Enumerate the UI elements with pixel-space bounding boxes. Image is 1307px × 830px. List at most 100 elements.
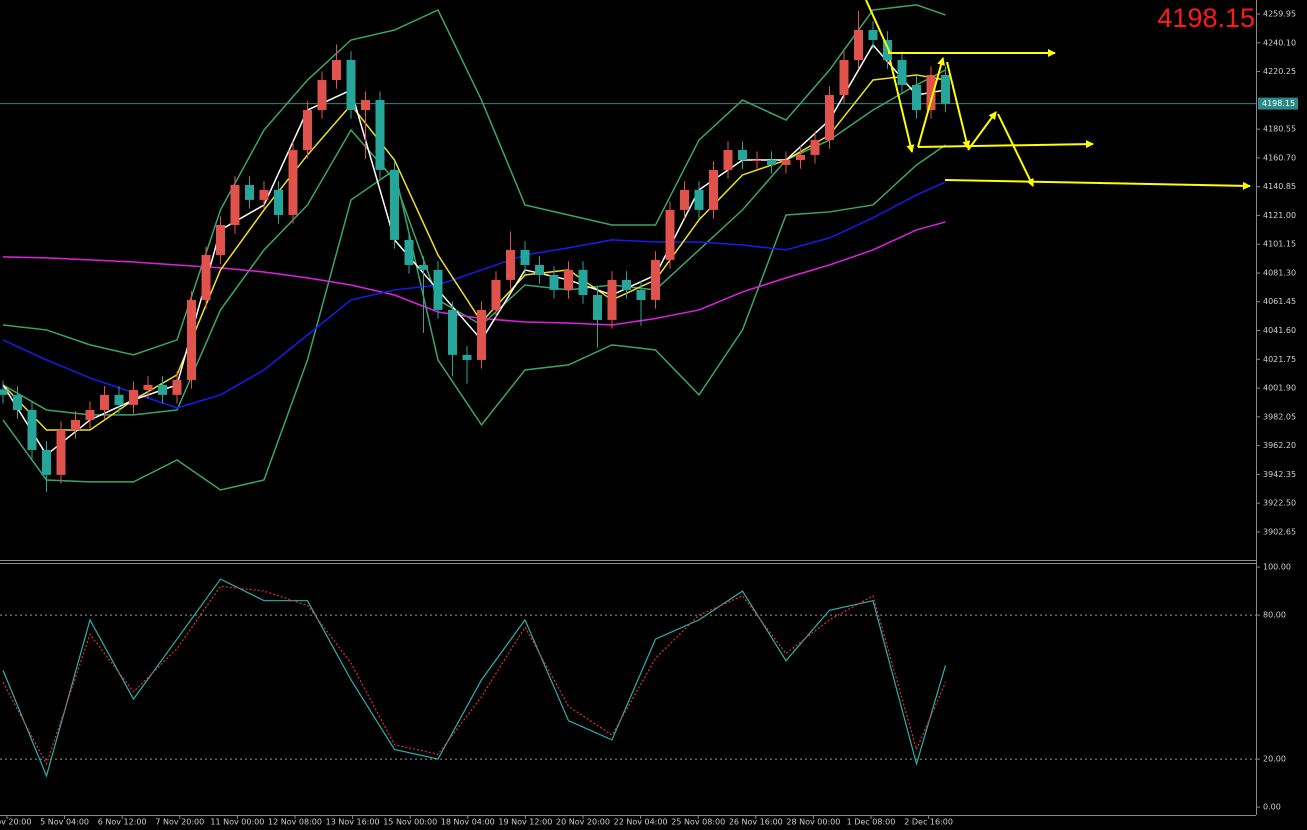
x-tick-label: 4 Nov 20:00 <box>0 818 31 827</box>
arrow <box>944 179 1251 190</box>
candle-body <box>549 274 559 290</box>
candle-body <box>723 150 733 170</box>
candle-body <box>636 289 646 300</box>
candle-body <box>477 309 486 360</box>
candle-body <box>100 394 109 410</box>
arrow <box>917 140 1094 149</box>
candle-body <box>535 264 544 275</box>
x-tick-label: 25 Nov 08:00 <box>671 818 725 827</box>
axes: 4259.95 4240.10 4220.25 4180.55 4160.70 4140.… <box>0 9 1298 827</box>
x-tick-label: 5 Nov 04:00 <box>40 818 89 827</box>
y-tick-label: 4121.00 <box>1263 211 1296 220</box>
candle-body <box>56 429 66 475</box>
candle-body <box>13 394 22 410</box>
x-tick-label: 11 Nov 00:00 <box>210 818 264 827</box>
x-tick-label: 2 Dec 16:00 <box>904 818 953 827</box>
y-tick-label: 4021.75 <box>1263 355 1296 364</box>
candle-body <box>781 160 791 165</box>
current-price-tag <box>1258 97 1298 110</box>
y-tick-label: 4240.10 <box>1263 38 1296 47</box>
candle-body <box>926 74 936 111</box>
candle-body <box>216 224 225 255</box>
candle-body <box>143 384 153 390</box>
current-price-label: 4198.15 <box>1262 99 1295 108</box>
x-tick-label: 28 Nov 00:00 <box>786 818 840 827</box>
candle-body <box>85 409 95 420</box>
candle-body <box>317 80 327 111</box>
stochastic-line <box>2 578 947 778</box>
candle-body <box>187 299 196 380</box>
arrow <box>865 0 891 54</box>
candle-body <box>419 264 428 270</box>
candle-body <box>564 269 573 290</box>
annotation-arrows <box>865 0 1251 190</box>
y-tick-label: 4180.55 <box>1263 125 1296 134</box>
candle-body <box>941 74 950 104</box>
candle-body <box>868 30 878 41</box>
y-tick-label: 4041.60 <box>1263 326 1296 335</box>
y-tick-label: 100.00 <box>1263 563 1291 572</box>
indicator-line <box>2 69 946 416</box>
arrow <box>889 59 915 153</box>
y-tick-label: 80.00 <box>1263 611 1286 620</box>
y-tick-label: 4081.30 <box>1263 268 1296 277</box>
candle-body <box>680 189 689 210</box>
candle-body <box>346 60 356 111</box>
arrow <box>997 113 1034 187</box>
candle-body <box>462 354 472 360</box>
candle-body <box>390 169 399 240</box>
y-tick-label: 3922.50 <box>1263 499 1296 508</box>
candle-body <box>71 419 80 430</box>
x-tick-label: 18 Nov 04:00 <box>441 818 495 827</box>
candle-body <box>27 409 37 450</box>
arrow <box>917 57 945 148</box>
x-tick-label: 1 Dec 08:00 <box>847 818 896 827</box>
frame <box>0 0 1257 816</box>
arrow <box>946 61 971 149</box>
candle-body <box>709 169 718 210</box>
y-tick-label: 0.00 <box>1263 803 1281 812</box>
y-tick-label: 3982.05 <box>1263 412 1296 421</box>
candle-body <box>288 150 298 215</box>
plot-area <box>0 4 1256 778</box>
x-tick-label: 7 Nov 20:00 <box>155 818 204 827</box>
current-price-display: 4198.15 <box>1157 3 1255 33</box>
candle-body <box>491 279 501 310</box>
y-tick-label: 4220.25 <box>1263 67 1296 76</box>
candle-body <box>506 249 515 280</box>
y-tick-label: 4160.70 <box>1263 153 1296 162</box>
y-tick-label: 3962.20 <box>1263 441 1296 450</box>
candle-body <box>433 269 443 310</box>
y-tick-label: 4140.85 <box>1263 182 1296 191</box>
candle-body <box>897 60 907 85</box>
candle-body <box>172 379 182 395</box>
candle-body <box>593 295 602 320</box>
candle-body <box>694 189 704 210</box>
x-tick-label: 12 Nov 08:00 <box>268 818 322 827</box>
candle-body <box>448 309 457 355</box>
candle-body <box>767 160 776 165</box>
indicator-line <box>2 144 946 491</box>
x-tick-label: 13 Nov 16:00 <box>326 818 380 827</box>
y-tick-label: 20.00 <box>1263 755 1286 764</box>
candle-body <box>825 94 834 141</box>
candle-body <box>259 189 269 200</box>
candle-body <box>665 209 675 260</box>
candle-body <box>520 249 530 265</box>
candle-body <box>332 60 341 81</box>
candle-body <box>796 154 805 161</box>
stochastic-line <box>2 585 947 766</box>
arrow <box>967 111 997 151</box>
candle-body <box>651 259 660 300</box>
candle-body <box>375 100 385 170</box>
y-tick-label: 3902.65 <box>1263 527 1296 536</box>
candle-body <box>0 389 8 395</box>
y-tick-label: 4259.95 <box>1263 9 1296 18</box>
candle-body <box>42 449 51 475</box>
candle-body <box>361 100 370 111</box>
candle-body <box>839 60 849 95</box>
candle-body <box>607 279 617 320</box>
candle-body <box>274 189 283 215</box>
candle-body <box>404 239 414 265</box>
candle-body <box>303 110 312 151</box>
